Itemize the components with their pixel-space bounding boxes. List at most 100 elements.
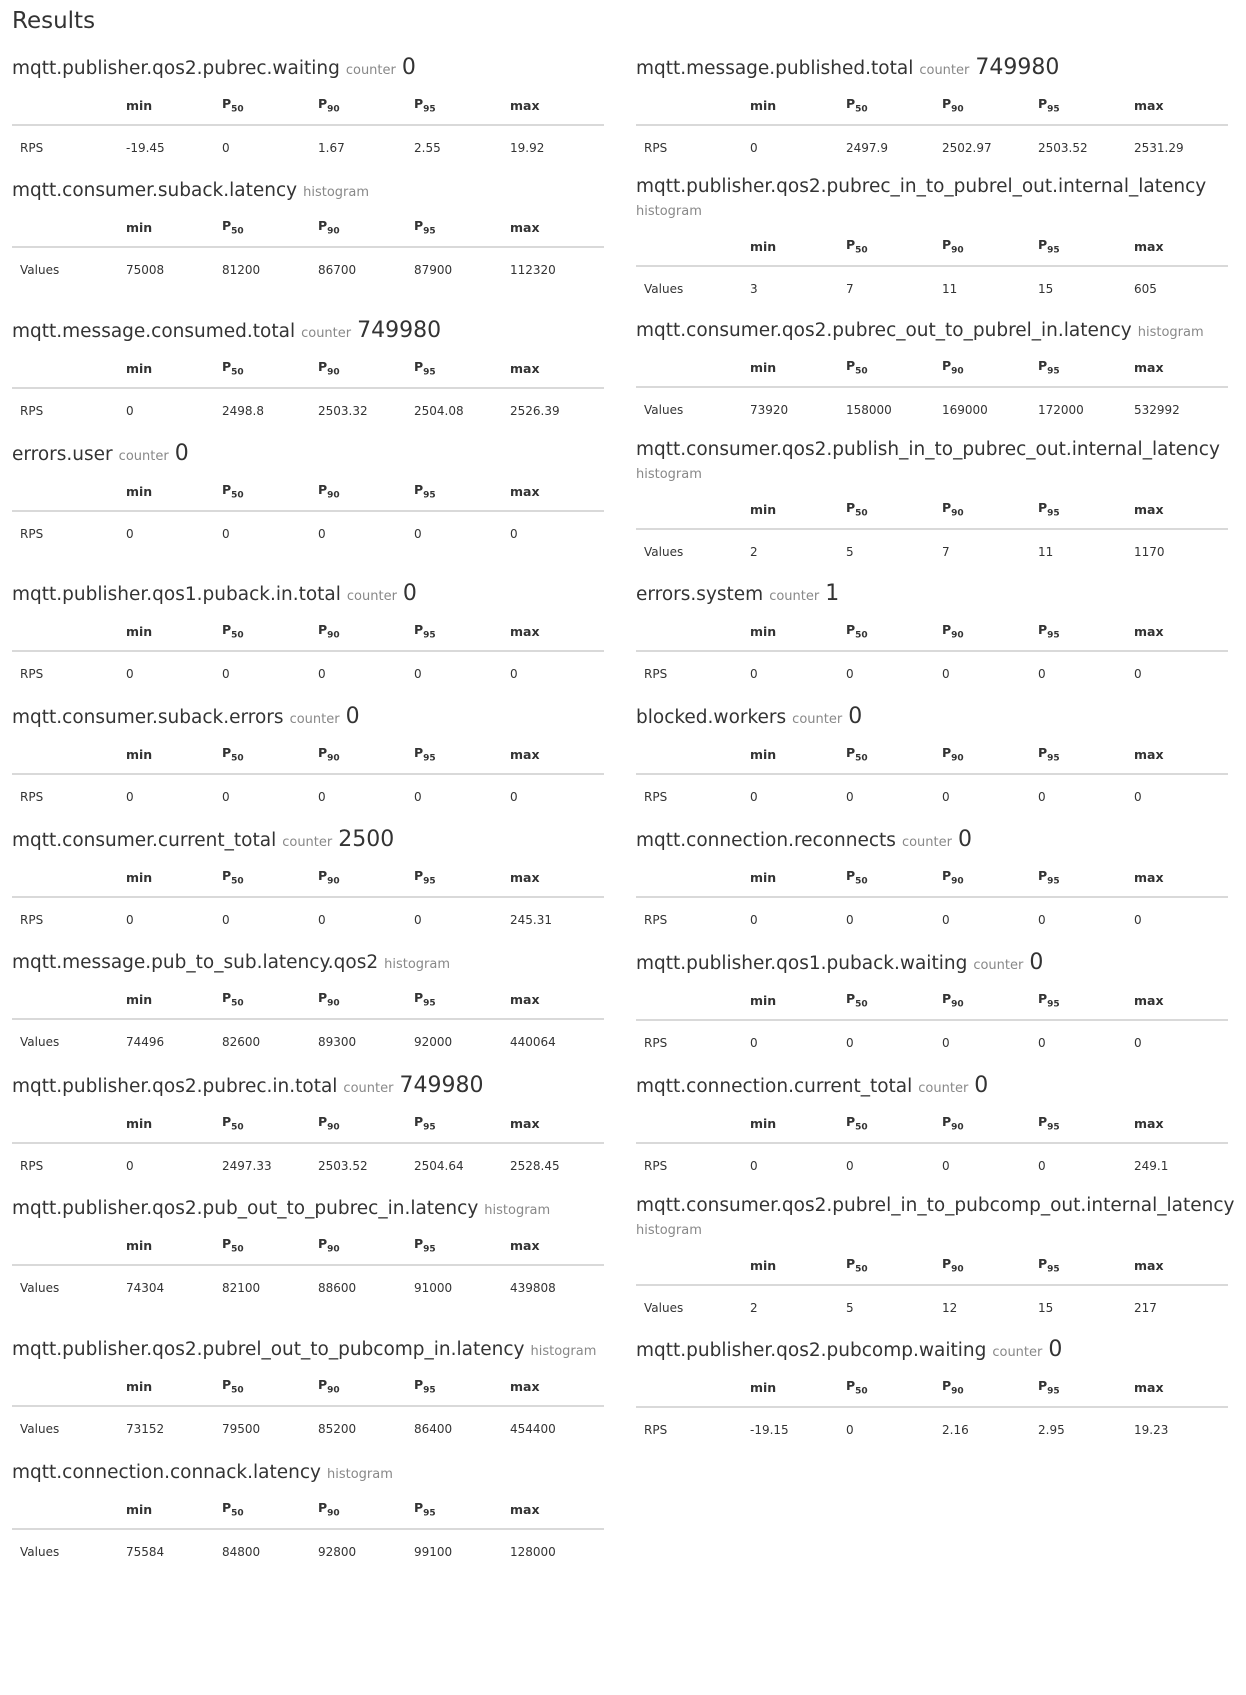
metric-header: mqtt.publisher.qos2.pubrec.waiting counte…: [12, 57, 604, 82]
row-label: RPS: [20, 666, 44, 681]
column-header-subscript: 50: [231, 876, 244, 887]
column-header-text: min: [750, 97, 777, 113]
column-header-text: min: [750, 746, 777, 762]
metric-block: mqtt.publisher.qos2.pubrec.waiting counte…: [12, 57, 604, 155]
metric-header: mqtt.consumer.suback.latency histogram: [12, 180, 604, 204]
column-header-text: P: [222, 96, 232, 111]
column-header-p50: P50: [846, 500, 942, 530]
metric-name: blocked.workers: [636, 707, 787, 728]
row-label: Values: [20, 262, 60, 277]
metric-table-head: min P50 P90 P95 max: [12, 622, 604, 652]
metric-header: mqtt.publisher.qos1.puback.waiting counte…: [636, 952, 1228, 977]
column-header-text: max: [1134, 238, 1164, 254]
column-header-subscript: 95: [1047, 245, 1060, 256]
metric-header: mqtt.message.published.total counter 74998…: [636, 57, 1228, 82]
metric-name: mqtt.consumer.suback.latency: [12, 180, 298, 201]
metric-value: 0: [1029, 950, 1044, 975]
column-header-text: max: [1134, 97, 1164, 113]
column-header-text: P: [318, 359, 328, 374]
cell-p90: 0: [942, 912, 950, 927]
column-header-text: min: [126, 97, 153, 113]
cell-p95: 2504.64: [414, 1158, 464, 1173]
cell-p95: 11: [1038, 544, 1054, 559]
cell-p90: 0: [942, 1035, 950, 1050]
metric-type: histogram: [530, 1344, 597, 1359]
column-header-text: min: [750, 869, 777, 885]
page-title: Results: [12, 8, 96, 34]
column-header-row-label: [636, 1114, 750, 1144]
column-header-text: P: [846, 96, 856, 111]
cell-max: 0: [510, 666, 518, 681]
cell-p95: 0: [414, 789, 422, 804]
column-header-subscript: 90: [327, 1385, 340, 1396]
row-label: RPS: [20, 789, 44, 804]
column-header-max: max: [510, 1236, 604, 1266]
cell-p50: 82100: [222, 1280, 261, 1295]
column-header-row-label: [636, 1256, 750, 1286]
metric-type: counter: [346, 589, 397, 604]
column-header-min: min: [126, 359, 222, 389]
metric-header: mqtt.publisher.qos2.pub_out_to_pubrec_in…: [12, 1198, 604, 1222]
column-header-p95: P95: [1038, 1378, 1134, 1408]
metric-table-body: Values 2 5 12 15 217: [636, 1285, 1228, 1315]
column-header-subscript: 90: [327, 490, 340, 501]
column-header-row-label: [636, 1378, 750, 1408]
column-header-text: P: [414, 1114, 424, 1129]
cell-min: -19.15: [750, 1422, 789, 1437]
metric-table: min P50 P90 P95 max RPS 0 2497.33 2503.52 2504.64…: [12, 1114, 604, 1173]
metric-table-head: min P50 P90 P95 max: [12, 1377, 604, 1407]
column-header-subscript: 50: [231, 490, 244, 501]
column-header-p90: P90: [318, 482, 414, 512]
column-header-text: P: [222, 745, 232, 760]
column-header-subscript: 95: [423, 753, 436, 764]
cell-p95: 0: [414, 912, 422, 927]
cell-p90: 7: [942, 544, 950, 559]
column-header-subscript: 50: [855, 366, 868, 377]
metric-type: counter: [901, 835, 952, 850]
metric-value: 749980: [399, 1073, 484, 1098]
column-header-row-label: [636, 868, 750, 898]
row-label: Values: [20, 1280, 60, 1295]
column-header-p90: P90: [318, 1114, 414, 1144]
column-header-row-label: [636, 622, 750, 652]
column-header-subscript: 90: [951, 245, 964, 256]
column-header-p90: P90: [318, 622, 414, 652]
column-header-subscript: 50: [855, 753, 868, 764]
cell-max: 217: [1134, 1300, 1157, 1315]
column-header-subscript: 50: [231, 1508, 244, 1519]
metric-header: mqtt.publisher.qos2.pubrec.in.total count…: [12, 1075, 604, 1100]
metric-name: mqtt.connection.reconnects: [636, 830, 896, 851]
column-header-row-label: [636, 237, 750, 267]
column-header-text: P: [222, 1114, 232, 1129]
cell-p95: 87900: [414, 262, 453, 277]
column-header-subscript: 95: [423, 630, 436, 641]
column-header-p90: P90: [942, 622, 1038, 652]
column-header-p95: P95: [1038, 745, 1134, 775]
column-header-p50: P50: [222, 218, 318, 248]
metric-table: min P50 P90 P95 max Values 3 7 11 15 605: [636, 237, 1228, 296]
metric-table-body: RPS 0 2497.33 2503.52 2504.64 2528.45: [12, 1143, 604, 1173]
table-row: Values 75008 81200 86700 87900 112320: [12, 247, 604, 277]
cell-p95: 2.95: [1038, 1422, 1065, 1437]
metric-table-body: Values 2 5 7 11 1170: [636, 529, 1228, 559]
column-header-text: P: [942, 868, 952, 883]
cell-p95: 0: [414, 526, 422, 541]
cell-max: 605: [1134, 281, 1157, 296]
column-header-subscript: 50: [855, 1122, 868, 1133]
cell-max: 0: [1134, 789, 1142, 804]
column-header-row-label: [12, 1377, 126, 1407]
metric-type: histogram: [384, 957, 451, 972]
cell-max: 0: [1134, 912, 1142, 927]
column-header-text: P: [942, 1378, 952, 1393]
column-header-text: P: [1038, 237, 1048, 252]
metric-table-head: min P50 P90 P95 max: [636, 745, 1228, 775]
column-header-subscript: 95: [423, 104, 436, 115]
column-header-text: P: [1038, 991, 1048, 1006]
column-header-text: P: [1038, 1378, 1048, 1393]
cell-p90: 2503.52: [318, 1158, 368, 1173]
metric-table-head: min P50 P90 P95 max: [636, 991, 1228, 1021]
cell-p90: 0: [318, 666, 326, 681]
column-header-p90: P90: [318, 1236, 414, 1266]
metric-table-head: min P50 P90 P95 max: [636, 622, 1228, 652]
metric-table-body: RPS 0 2497.9 2502.97 2503.52 2531.29: [636, 125, 1228, 155]
